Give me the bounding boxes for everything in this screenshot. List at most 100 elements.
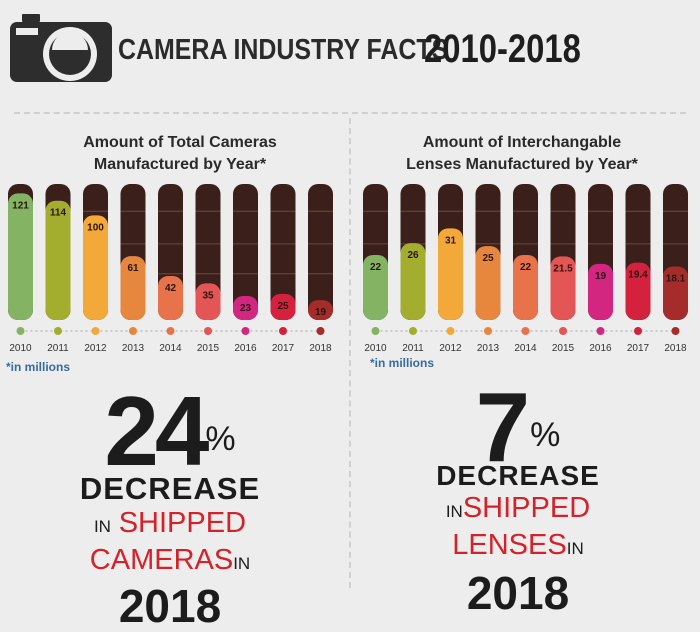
- chart-title-line2: Manufactured by Year*: [93, 156, 267, 173]
- bar: [513, 254, 538, 320]
- bar: [475, 246, 501, 320]
- bar: [83, 215, 108, 320]
- axis-dot: [241, 327, 250, 335]
- stat-item: LENSES: [452, 529, 567, 561]
- stat-decrease: DECREASE: [79, 471, 261, 506]
- divider-horizontal: [14, 112, 686, 114]
- bar-value-label: 100: [87, 222, 104, 233]
- stat-cameras: 24% DECREASE IN SHIPPED CAMERASIN 2018: [70, 382, 270, 629]
- x-tick-label: 2018: [309, 343, 332, 354]
- x-tick-label: 2011: [47, 343, 69, 354]
- stat-year: 2018: [466, 567, 570, 619]
- axis-dot: [596, 327, 605, 335]
- bar-value-label: 114: [50, 208, 67, 219]
- note-in-millions: *in millions: [6, 360, 71, 374]
- stat-shipped: SHIPPED: [462, 492, 591, 524]
- bar-value-label: 23: [240, 303, 252, 314]
- chart-title-line1: Amount of Total Cameras: [83, 134, 277, 151]
- lenses-bar-chart: 22 2010 26 2011 31 2012 25 2013 22 2014 21.5 2015 19…: [363, 184, 688, 354]
- axis-dot: [129, 327, 137, 335]
- x-tick-label: 2015: [552, 343, 575, 354]
- bar-value-label: 19.4: [628, 270, 648, 281]
- bar: [308, 300, 333, 320]
- chart-title-cameras: Amount of Total Cameras Manufactured by …: [20, 132, 340, 176]
- bar-value-label: 26: [407, 250, 419, 261]
- page-title-years: 2010-2018: [424, 27, 581, 71]
- camera-icon: [10, 14, 112, 82]
- bar: [625, 262, 651, 320]
- x-tick-label: 2012: [84, 343, 107, 354]
- bar-value-label: 22: [520, 262, 532, 273]
- page-title: CAMERA INDUSTRY FACTS: [118, 34, 449, 66]
- x-tick-label: 2012: [439, 343, 462, 354]
- bar-value-label: 19: [315, 307, 327, 318]
- divider-vertical: [349, 118, 351, 588]
- note-in-millions: *in millions: [370, 356, 435, 370]
- x-tick-label: 2014: [159, 343, 182, 354]
- bar: [8, 193, 33, 320]
- x-tick-label: 2016: [589, 343, 612, 354]
- axis-dot: [204, 327, 212, 335]
- x-tick-label: 2017: [627, 343, 650, 354]
- bar-value-label: 19: [595, 271, 607, 282]
- axis-dot: [279, 327, 287, 335]
- axis-dot: [521, 327, 530, 335]
- bar: [663, 266, 688, 320]
- bar: [45, 200, 71, 320]
- bar-value-label: 31: [445, 235, 457, 246]
- bar: [550, 256, 576, 320]
- axis-dot: [16, 327, 25, 335]
- bar-value-label: 25: [277, 301, 289, 312]
- stat-in: IN: [93, 517, 111, 536]
- bar-value-label: 61: [127, 263, 139, 274]
- stat-in: IN: [233, 554, 251, 573]
- axis-dot: [409, 327, 417, 335]
- bar-value-label: 21.5: [553, 263, 573, 274]
- bar-value-label: 35: [202, 290, 214, 301]
- chart-title-lenses: Amount of Interchangable Lenses Manufact…: [362, 132, 682, 176]
- chart-title-line1: Amount of Interchangable: [422, 134, 622, 151]
- axis-dot: [559, 327, 567, 335]
- cameras-bar-chart: 121 2010 114 2011 100 2012 61 2013 42 2014 35 2015 2…: [8, 184, 333, 354]
- bar: [588, 263, 613, 320]
- bar: [363, 254, 388, 320]
- stat-percent: %: [205, 420, 236, 458]
- bar: [400, 243, 426, 320]
- bar-value-label: 25: [482, 253, 494, 264]
- bar: [158, 276, 183, 320]
- stat-item: CAMERAS: [89, 544, 234, 576]
- bar: [195, 283, 221, 320]
- x-tick-label: 2014: [514, 343, 537, 354]
- stat-decrease: DECREASE: [436, 460, 600, 491]
- bar-value-label: 18.1: [666, 273, 686, 284]
- axis-dot: [91, 327, 100, 335]
- chart-title-line2: Lenses Manufactured by Year*: [406, 156, 638, 173]
- axis-dot: [54, 327, 62, 335]
- header: CAMERA INDUSTRY FACTS 2010-2018: [0, 0, 700, 100]
- axis-dot: [371, 327, 380, 335]
- bar-track: [233, 184, 258, 320]
- stat-percent: %: [530, 416, 561, 454]
- bar-value-label: 42: [165, 283, 177, 294]
- stat-number: 7: [475, 372, 531, 482]
- axis-dot: [446, 327, 455, 335]
- stat-lenses: 7% DECREASE INSHIPPED LENSESIN 2018: [418, 378, 618, 616]
- x-tick-label: 2017: [272, 343, 295, 354]
- x-tick-label: 2010: [9, 343, 32, 354]
- x-tick-label: 2015: [197, 343, 220, 354]
- x-tick-label: 2016: [234, 343, 257, 354]
- stat-in: IN: [566, 539, 584, 558]
- x-tick-label: 2011: [402, 343, 424, 354]
- bar-track: [270, 184, 296, 320]
- bar-track: [308, 184, 333, 320]
- x-tick-label: 2013: [477, 343, 500, 354]
- x-tick-label: 2018: [664, 343, 687, 354]
- stat-year: 2018: [118, 580, 222, 632]
- bar-value-label: 121: [12, 200, 29, 211]
- bar: [120, 256, 146, 320]
- axis-dot: [316, 327, 325, 335]
- stat-number: 24: [104, 376, 209, 486]
- stat-in: IN: [445, 502, 463, 521]
- axis-dot: [484, 327, 492, 335]
- axis-dot: [166, 327, 175, 335]
